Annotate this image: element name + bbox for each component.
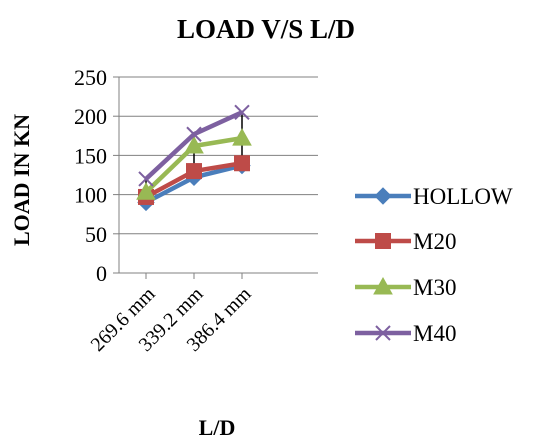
y-tick-label: 250 (74, 65, 107, 90)
x-axis-title: L/D (199, 415, 236, 440)
marker-x-stroke (234, 104, 250, 120)
y-tick-label: 0 (96, 261, 107, 286)
legend-label: M40 (413, 321, 456, 346)
marker-x (234, 104, 250, 120)
marker-x-stroke (375, 325, 391, 341)
marker-triangle (184, 135, 204, 154)
legend: HOLLOW M20 M30 M40 (355, 184, 513, 346)
series-m20 (138, 155, 250, 205)
legend-item: M20 (355, 229, 456, 254)
marker-square (234, 155, 250, 172)
y-tick-label: 150 (74, 143, 107, 168)
legend-label: M30 (413, 275, 456, 300)
y-tick-label: 100 (74, 183, 107, 208)
marker-triangle (232, 128, 252, 146)
chart-title: LOAD V/S L/D (177, 14, 355, 44)
y-axis-title: LOAD IN KN (9, 114, 34, 246)
legend-item: M30 (355, 275, 456, 300)
marker-diamond (374, 187, 392, 205)
series-group (136, 104, 252, 212)
legend-item: HOLLOW (355, 184, 513, 209)
series-m30 (136, 128, 252, 200)
legend-label: HOLLOW (413, 184, 513, 209)
marker-x-stroke (186, 126, 202, 142)
marker-x (138, 171, 154, 187)
marker-x (186, 126, 202, 142)
legend-label: M20 (413, 229, 456, 254)
y-tick-label: 200 (74, 104, 107, 129)
marker-triangle (373, 276, 393, 295)
marker-square (186, 163, 202, 180)
marker-square (375, 233, 391, 249)
y-axis-ticks: 0 50 100 150 200 250 (74, 65, 318, 286)
legend-item: M40 (355, 321, 456, 346)
marker-x (375, 325, 391, 341)
marker-x-stroke (138, 171, 154, 187)
y-tick-label: 50 (85, 222, 107, 247)
marker-triangle (136, 182, 156, 200)
series-m40 (138, 104, 250, 187)
